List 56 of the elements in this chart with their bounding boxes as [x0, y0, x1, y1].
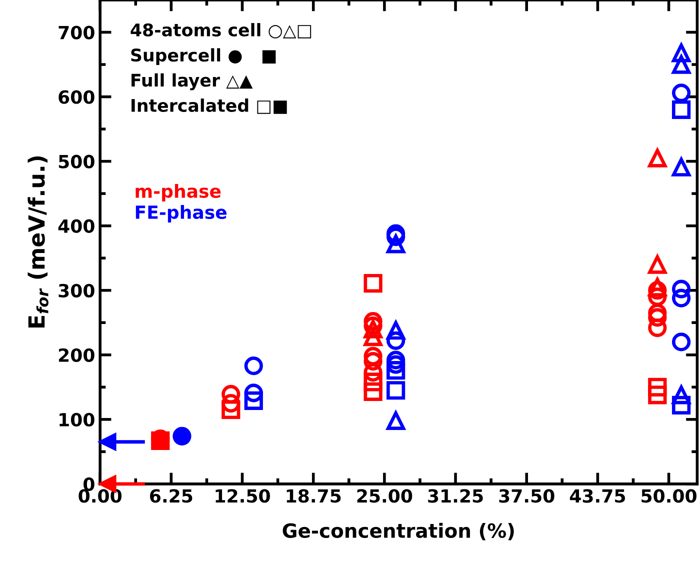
- point: [386, 350, 406, 370]
- point: [648, 386, 667, 404]
- y-tick-label: 300: [58, 284, 94, 298]
- point: [672, 288, 691, 308]
- point: [244, 384, 263, 402]
- y-tick-label: 0: [84, 477, 94, 492]
- x-tick-label: 43.75: [570, 489, 625, 503]
- x-tick-label: 18.75: [286, 489, 341, 503]
- point: [364, 372, 382, 392]
- y-tick-label: 400: [58, 219, 94, 233]
- point: [672, 386, 691, 404]
- annotation: 48-atoms cell ○△□: [130, 23, 312, 38]
- y-tick-label: 200: [58, 348, 94, 362]
- point: [364, 274, 382, 293]
- point: [386, 361, 406, 380]
- point: [672, 100, 691, 119]
- x-tick-label: 31.25: [428, 489, 483, 503]
- x-tick-label: 25.00: [357, 489, 412, 503]
- x-tick-label: 0.00: [78, 489, 122, 503]
- point: [244, 391, 263, 410]
- annotation: Supercell ● ■: [131, 48, 276, 66]
- x-tick-label: 12.50: [216, 489, 270, 503]
- point: [172, 426, 192, 446]
- point: [672, 280, 691, 298]
- point: [672, 44, 691, 62]
- point: [672, 332, 691, 352]
- point: [364, 346, 382, 366]
- y-tick-label: 100: [60, 412, 94, 427]
- annotation: Full layer △▲: [132, 73, 253, 90]
- text: m-phase: [136, 184, 221, 202]
- point: [386, 331, 406, 350]
- x-tick-label: 50.00: [642, 489, 696, 503]
- point: [222, 400, 240, 420]
- point: [386, 234, 406, 254]
- point: [672, 55, 691, 74]
- y-tick-label: 700: [58, 26, 94, 40]
- y-tick-label: 500: [58, 154, 94, 168]
- point: [386, 321, 406, 340]
- point: [386, 381, 406, 400]
- point: [648, 255, 667, 274]
- y-axis-title: E$_{for}$ (meV/f.u.): [28, 156, 48, 328]
- text: FE-phase: [136, 205, 227, 223]
- point: [364, 382, 382, 401]
- y-tick-label: 600: [58, 90, 94, 104]
- point: [648, 318, 667, 338]
- point: [648, 378, 667, 396]
- point: [648, 148, 667, 168]
- point: [672, 84, 691, 102]
- x-axis-title: Ge-concentration (%): [282, 522, 514, 540]
- point: [672, 158, 691, 176]
- point: [386, 411, 406, 430]
- point: [672, 396, 691, 415]
- point: [244, 356, 263, 376]
- x-tick-label: 37.50: [499, 489, 554, 503]
- annotation: Intercalated □■: [132, 98, 287, 114]
- x-tick-label: 6.25: [150, 489, 192, 503]
